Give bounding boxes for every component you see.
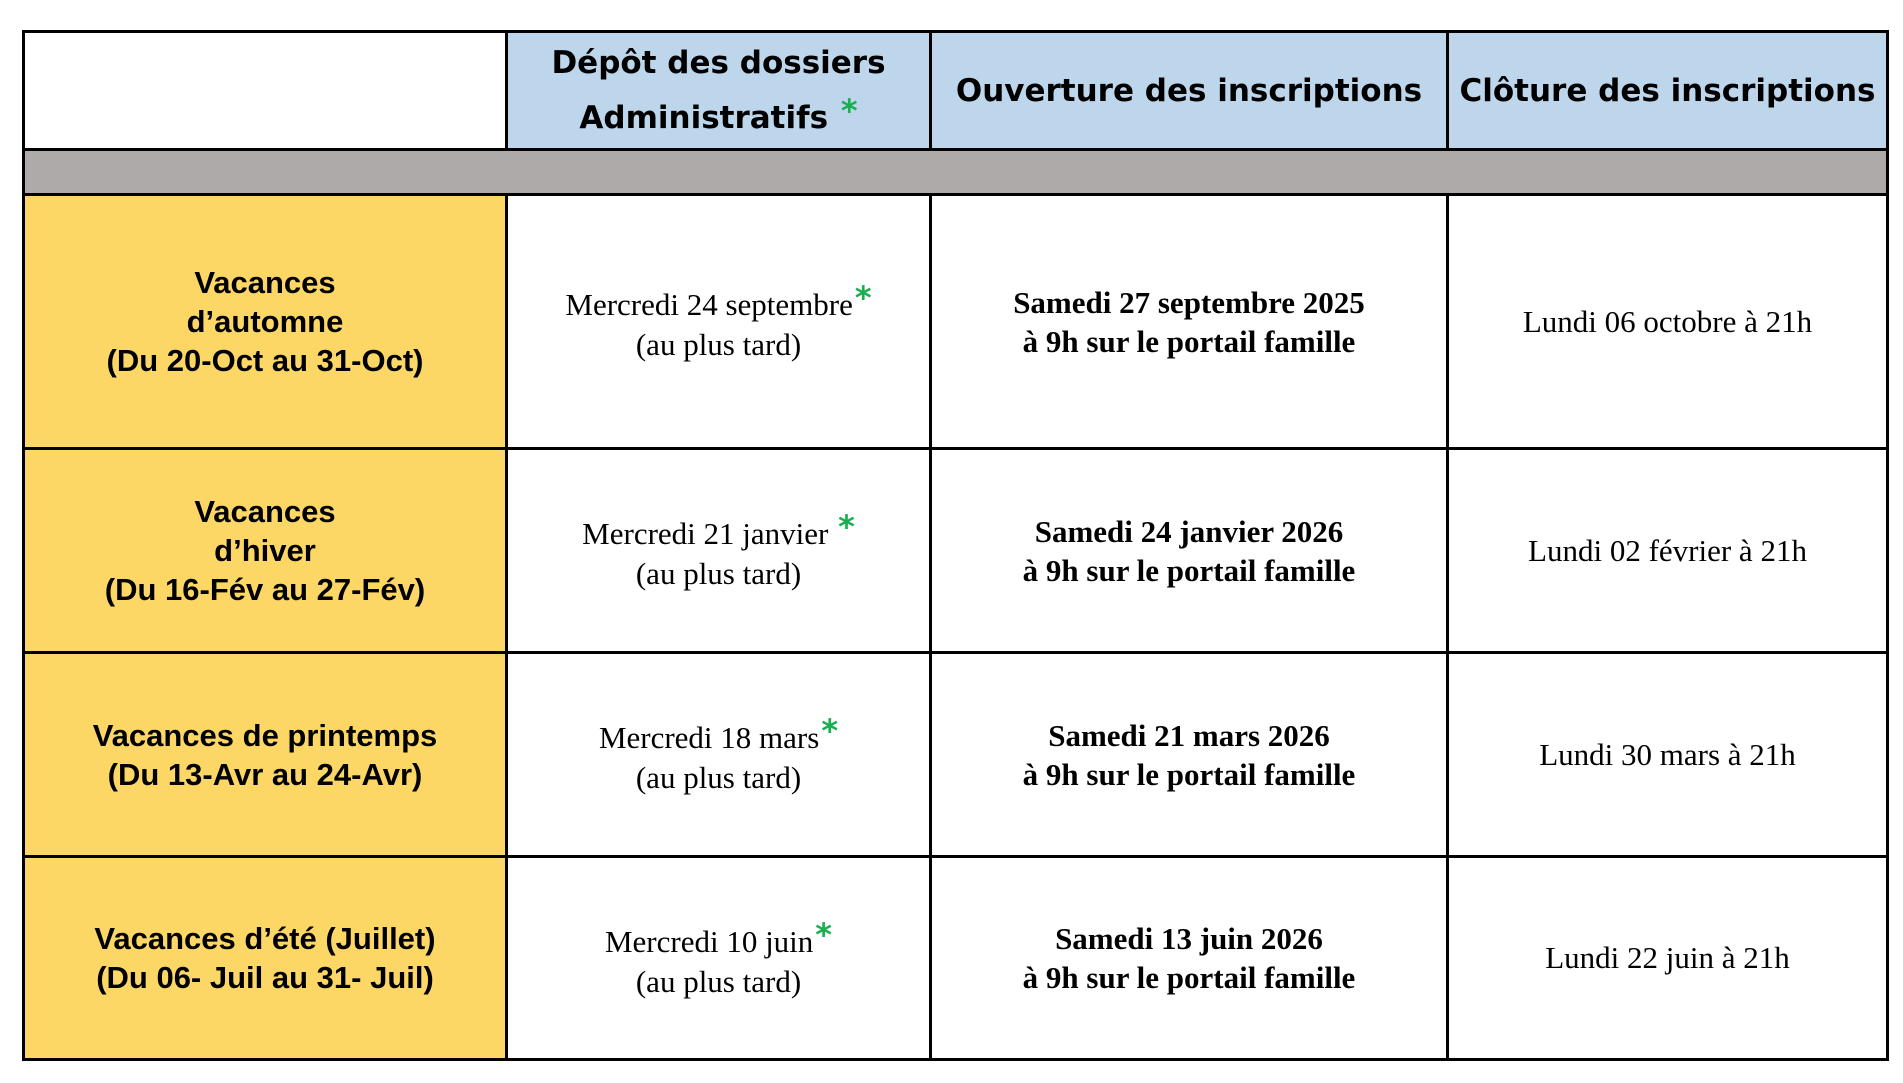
header-deposit-label: Administratifs [579, 100, 829, 136]
opening-line1: Samedi 13 juin 2026 [1055, 921, 1323, 956]
opening-cell: Samedi 21 mars 2026 à 9h sur le portail … [929, 651, 1449, 858]
opening-line2: à 9h sur le portail famille [1022, 552, 1356, 588]
asterisk-icon: * [815, 915, 833, 954]
table-row: Vacances d’automne (Du 20-Oct au 31-Oct)… [22, 193, 1889, 450]
deposit-line2: (au plus tard) [635, 327, 802, 362]
table-row: Vacances d’été (Juillet) (Du 06- Juil au… [22, 855, 1889, 1061]
deposit-line1: Mercredi 24 septembre* [508, 278, 929, 325]
header-opening: Ouverture des inscriptions [929, 30, 1449, 151]
period-line1: Vacances [194, 494, 336, 529]
registration-schedule-table: Dépôt des dossiers Administratifs * Ouve… [22, 30, 1889, 1061]
deposit-line1: Mercredi 18 mars* [508, 711, 929, 758]
header-blank-cell [22, 30, 508, 151]
separator-cell [22, 148, 507, 196]
separator-cell [506, 148, 931, 196]
period-cell: Vacances de printemps (Du 13-Avr au 24-A… [22, 651, 508, 858]
deposit-line1: Mercredi 10 juin* [508, 915, 929, 962]
deposit-cell: Mercredi 18 mars* (au plus tard) [505, 651, 932, 858]
closing-cell: Lundi 30 mars à 21h [1446, 651, 1889, 858]
deposit-date: Mercredi 18 mars [598, 720, 820, 755]
header-deposit-line1: Dépôt des dossiers [551, 45, 886, 81]
period-line3: (Du 16-Fév au 27-Fév) [104, 572, 426, 607]
opening-line1: Samedi 24 janvier 2026 [1034, 513, 1344, 549]
opening-line1: Samedi 21 mars 2026 [1048, 717, 1330, 753]
opening-line1: Samedi 27 septembre 2025 [1013, 284, 1365, 320]
opening-cell: Samedi 27 septembre 2025 à 9h sur le por… [929, 193, 1449, 450]
deposit-cell: Mercredi 10 juin* (au plus tard) [505, 855, 932, 1061]
deposit-line2: (au plus tard) [635, 963, 802, 999]
deposit-line1: Mercredi 21 janvier * [508, 507, 929, 554]
period-cell: Vacances d’hiver (Du 16-Fév au 27-Fév) [22, 447, 508, 654]
deposit-date: Mercredi 24 septembre [565, 287, 853, 322]
asterisk-icon: * [840, 92, 858, 130]
opening-line2: à 9h sur le portail famille [1022, 960, 1356, 995]
period-line3: (Du 20-Oct au 31-Oct) [106, 343, 424, 378]
deposit-date: Mercredi 21 janvier [582, 516, 829, 551]
separator-row [22, 148, 1889, 196]
separator-cell [930, 148, 1448, 196]
opening-cell: Samedi 13 juin 2026 à 9h sur le portail … [929, 855, 1449, 1061]
deposit-date: Mercredi 10 juin [604, 923, 814, 959]
table-row: Vacances d’hiver (Du 16-Fév au 27-Fév) M… [22, 447, 1889, 654]
closing-cell: Lundi 22 juin à 21h [1446, 855, 1889, 1061]
opening-cell: Samedi 24 janvier 2026 à 9h sur le porta… [929, 447, 1449, 654]
header-deposit: Dépôt des dossiers Administratifs * [505, 30, 932, 151]
closing-cell: Lundi 06 octobre à 21h [1446, 193, 1889, 450]
deposit-line2: (au plus tard) [635, 760, 802, 795]
opening-line2: à 9h sur le portail famille [1022, 323, 1356, 359]
asterisk-icon: * [821, 712, 839, 750]
period-line2: d’hiver [214, 533, 316, 568]
period-cell: Vacances d’été (Juillet) (Du 06- Juil au… [22, 855, 508, 1061]
deposit-cell: Mercredi 21 janvier * (au plus tard) [505, 447, 932, 654]
deposit-line2: (au plus tard) [635, 556, 802, 591]
separator-cell [1447, 148, 1889, 196]
asterisk-icon: * [838, 508, 855, 546]
period-cell: Vacances d’automne (Du 20-Oct au 31-Oct) [22, 193, 508, 450]
period-line1: Vacances [194, 265, 336, 300]
period-line2: d’automne [186, 304, 344, 339]
period-line1: Vacances d’été (Juillet) [94, 921, 436, 956]
asterisk-icon: * [854, 279, 872, 317]
header-closing: Clôture des inscriptions [1446, 30, 1889, 151]
period-line2: (Du 06- Juil au 31- Juil) [96, 960, 434, 995]
table-row: Vacances de printemps (Du 13-Avr au 24-A… [22, 651, 1889, 858]
header-row: Dépôt des dossiers Administratifs * Ouve… [22, 30, 1889, 151]
period-line1: Vacances de printemps [92, 717, 438, 753]
deposit-cell: Mercredi 24 septembre* (au plus tard) [505, 193, 932, 450]
header-deposit-line2: Administratifs * [508, 87, 929, 142]
period-line2: (Du 13-Avr au 24-Avr) [107, 756, 423, 792]
closing-cell: Lundi 02 février à 21h [1446, 447, 1889, 654]
opening-line2: à 9h sur le portail famille [1022, 756, 1356, 792]
